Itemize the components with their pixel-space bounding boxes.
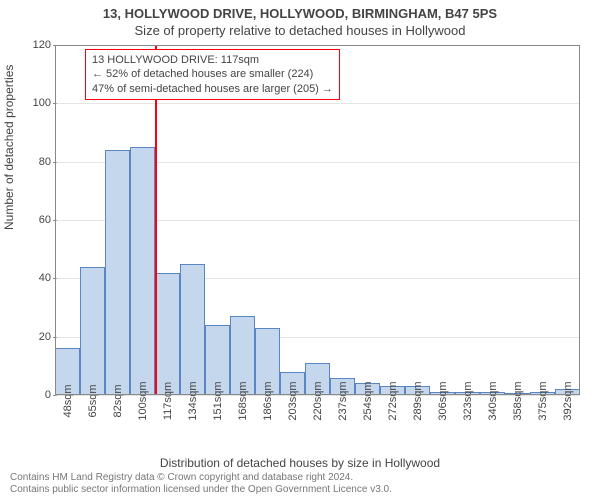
histogram-bar [180,264,205,395]
x-tick: 168sqm [230,395,255,455]
x-tick: 358sqm [505,395,530,455]
copyright-line1: Contains HM Land Registry data © Crown c… [10,472,392,484]
x-tick: 220sqm [305,395,330,455]
x-tick: 117sqm [155,395,180,455]
callout-line3: 47% of semi-detached houses are larger (… [92,82,333,96]
copyright-block: Contains HM Land Registry data © Crown c… [10,472,392,496]
plot-area: 020406080100120 13 HOLLYWOOD DRIVE: 117s… [55,45,580,395]
histogram-bar [105,150,130,395]
x-axis-label: Distribution of detached houses by size … [0,456,600,470]
y-tick: 40 [17,272,51,284]
x-tick: 100sqm [130,395,155,455]
histogram-bar [80,267,105,395]
copyright-line2: Contains public sector information licen… [10,484,392,496]
y-tick: 80 [17,156,51,168]
x-tick: 340sqm [480,395,505,455]
y-tick: 0 [17,389,51,401]
x-tick: 134sqm [180,395,205,455]
x-tick: 254sqm [355,395,380,455]
x-tick: 306sqm [430,395,455,455]
y-tick: 60 [17,214,51,226]
y-ticks: 020406080100120 [17,45,51,395]
page-subtitle: Size of property relative to detached ho… [0,23,600,38]
y-tick: 100 [17,97,51,109]
callout-line2: ← 52% of detached houses are smaller (22… [92,67,333,81]
y-tick: 20 [17,331,51,343]
y-axis-label: Number of detached properties [2,65,16,230]
callout-box: 13 HOLLYWOOD DRIVE: 117sqm ← 52% of deta… [85,49,340,100]
callout-line1: 13 HOLLYWOOD DRIVE: 117sqm [92,53,333,67]
x-tick: 272sqm [380,395,405,455]
x-tick: 392sqm [555,395,580,455]
title-block: 13, HOLLYWOOD DRIVE, HOLLYWOOD, BIRMINGH… [0,6,600,38]
y-tick: 120 [17,39,51,51]
x-tick: 186sqm [255,395,280,455]
x-tick: 65sqm [80,395,105,455]
x-tick: 48sqm [55,395,80,455]
chart-container: 13, HOLLYWOOD DRIVE, HOLLYWOOD, BIRMINGH… [0,0,600,500]
x-ticks: 48sqm65sqm82sqm100sqm117sqm134sqm151sqm1… [55,395,580,455]
page-title: 13, HOLLYWOOD DRIVE, HOLLYWOOD, BIRMINGH… [0,6,600,21]
x-tick: 82sqm [105,395,130,455]
x-tick: 375sqm [530,395,555,455]
histogram-bar [130,147,155,395]
x-tick: 289sqm [405,395,430,455]
x-tick: 323sqm [455,395,480,455]
x-tick: 203sqm [280,395,305,455]
histogram-bar [155,273,180,396]
x-tick: 237sqm [330,395,355,455]
x-tick: 151sqm [205,395,230,455]
